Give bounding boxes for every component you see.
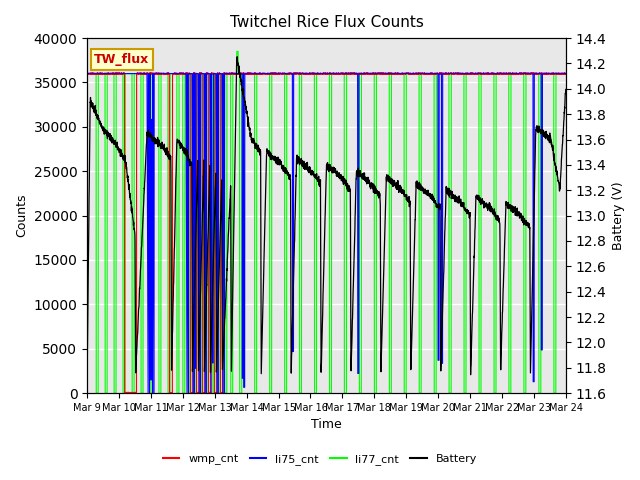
Y-axis label: Battery (V): Battery (V) bbox=[612, 181, 625, 250]
Text: TW_flux: TW_flux bbox=[94, 53, 150, 66]
X-axis label: Time: Time bbox=[311, 419, 342, 432]
Y-axis label: Counts: Counts bbox=[15, 194, 28, 238]
Legend: wmp_cnt, li75_cnt, li77_cnt, Battery: wmp_cnt, li75_cnt, li77_cnt, Battery bbox=[158, 450, 482, 469]
Title: Twitchel Rice Flux Counts: Twitchel Rice Flux Counts bbox=[230, 15, 424, 30]
